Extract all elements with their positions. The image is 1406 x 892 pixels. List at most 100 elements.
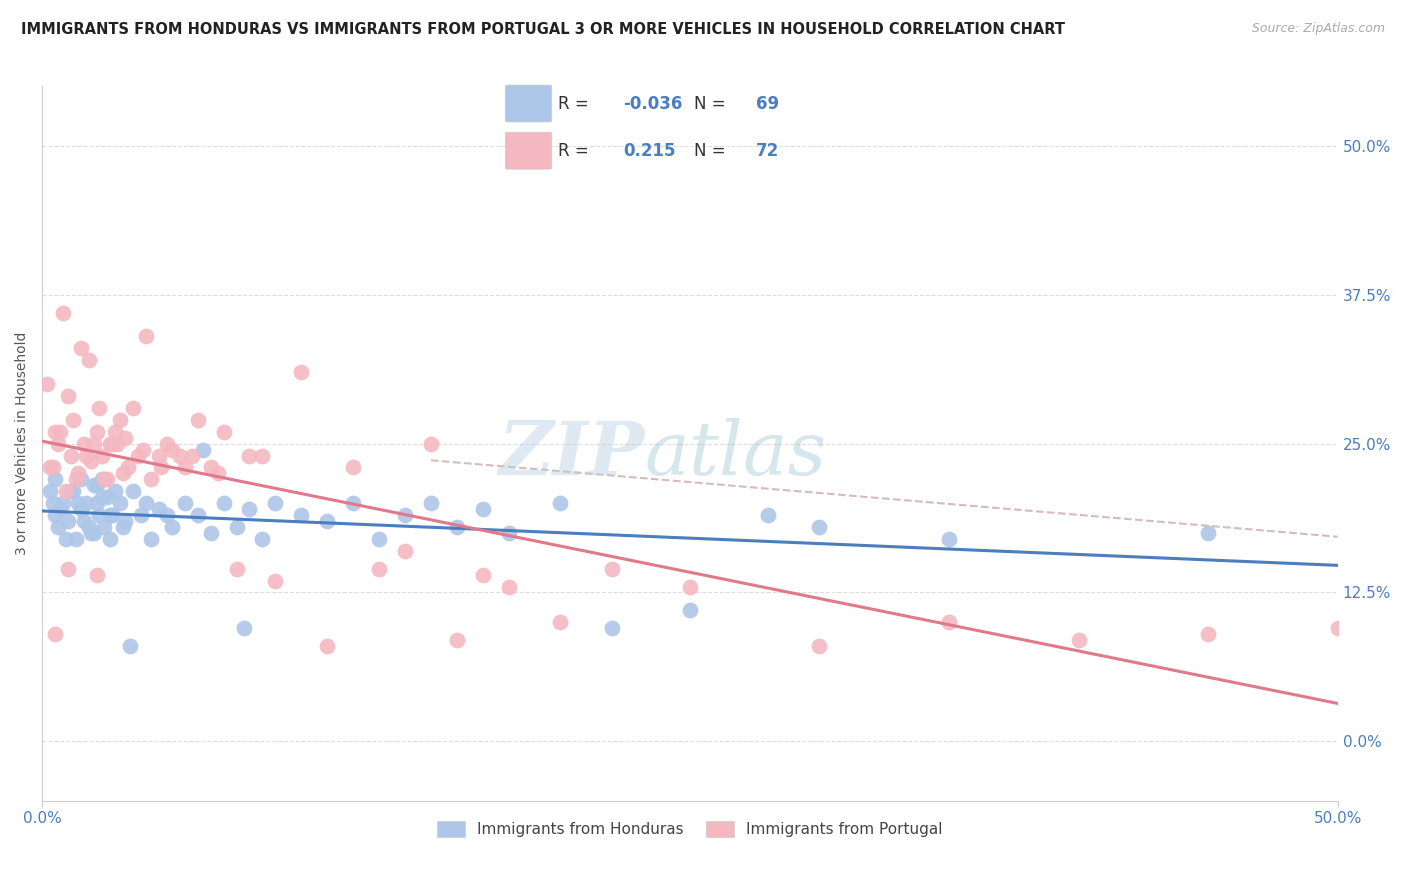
Point	[72, 514, 94, 528]
Point	[419, 496, 441, 510]
Point	[191, 442, 214, 457]
Point	[135, 496, 157, 510]
Point	[114, 514, 136, 528]
Point	[117, 460, 139, 475]
Point	[155, 508, 177, 522]
Legend: Immigrants from Honduras, Immigrants from Portugal: Immigrants from Honduras, Immigrants fro…	[432, 815, 949, 843]
Point	[93, 520, 115, 534]
Point	[90, 490, 112, 504]
Point	[316, 639, 339, 653]
Point	[342, 496, 364, 510]
Text: R =: R =	[558, 142, 589, 160]
Point	[471, 567, 494, 582]
Point	[67, 496, 90, 510]
Point	[181, 449, 204, 463]
FancyBboxPatch shape	[505, 132, 551, 169]
Point	[1326, 621, 1348, 635]
Point	[98, 508, 121, 522]
Text: 69: 69	[756, 95, 779, 112]
Point	[150, 460, 173, 475]
Point	[44, 508, 66, 522]
Point	[808, 520, 831, 534]
Text: R =: R =	[558, 95, 589, 112]
Point	[46, 436, 69, 450]
Point	[62, 413, 84, 427]
Point	[104, 425, 127, 439]
Text: N =: N =	[695, 95, 725, 112]
Point	[59, 484, 82, 499]
Point	[1067, 633, 1090, 648]
Point	[67, 467, 90, 481]
Point	[148, 449, 170, 463]
Point	[39, 484, 62, 499]
Point	[212, 425, 235, 439]
Point	[238, 449, 260, 463]
Point	[233, 621, 256, 635]
Point	[80, 525, 103, 540]
Point	[122, 401, 145, 415]
Point	[290, 365, 312, 379]
Point	[446, 633, 468, 648]
Point	[75, 496, 97, 510]
Point	[173, 460, 195, 475]
Point	[129, 508, 152, 522]
Point	[62, 484, 84, 499]
Point	[56, 514, 79, 528]
Point	[86, 567, 108, 582]
Point	[264, 496, 287, 510]
Point	[65, 472, 87, 486]
Point	[155, 436, 177, 450]
Point	[225, 562, 247, 576]
Point	[104, 484, 127, 499]
Point	[187, 413, 209, 427]
Point	[98, 436, 121, 450]
Text: Source: ZipAtlas.com: Source: ZipAtlas.com	[1251, 22, 1385, 36]
Point	[200, 525, 222, 540]
Point	[56, 562, 79, 576]
Point	[46, 520, 69, 534]
Text: N =: N =	[695, 142, 725, 160]
Point	[122, 484, 145, 499]
Point	[86, 425, 108, 439]
Point	[44, 425, 66, 439]
Point	[90, 449, 112, 463]
Point	[101, 436, 124, 450]
Text: ZIP: ZIP	[498, 418, 644, 491]
Point	[41, 496, 63, 510]
Point	[96, 490, 118, 504]
Point	[160, 442, 183, 457]
Point	[135, 329, 157, 343]
Point	[39, 460, 62, 475]
Point	[756, 508, 779, 522]
Point	[101, 508, 124, 522]
Point	[111, 520, 134, 534]
Point	[938, 532, 960, 546]
Point	[252, 449, 274, 463]
Point	[1197, 627, 1219, 641]
Point	[498, 525, 520, 540]
Point	[600, 562, 623, 576]
Point	[52, 496, 75, 510]
Point	[290, 508, 312, 522]
Point	[111, 467, 134, 481]
Point	[169, 449, 191, 463]
Point	[550, 496, 572, 510]
Y-axis label: 3 or more Vehicles in Household: 3 or more Vehicles in Household	[15, 332, 30, 556]
Point	[139, 472, 162, 486]
Point	[550, 615, 572, 630]
Point	[225, 520, 247, 534]
Point	[600, 621, 623, 635]
Point	[1197, 525, 1219, 540]
Point	[394, 543, 416, 558]
Point	[200, 460, 222, 475]
Point	[83, 525, 105, 540]
Point	[368, 562, 391, 576]
Point	[148, 502, 170, 516]
Point	[77, 520, 100, 534]
Text: 72: 72	[756, 142, 779, 160]
Point	[89, 508, 111, 522]
Point	[316, 514, 339, 528]
Point	[108, 496, 131, 510]
Point	[394, 508, 416, 522]
Point	[96, 472, 118, 486]
